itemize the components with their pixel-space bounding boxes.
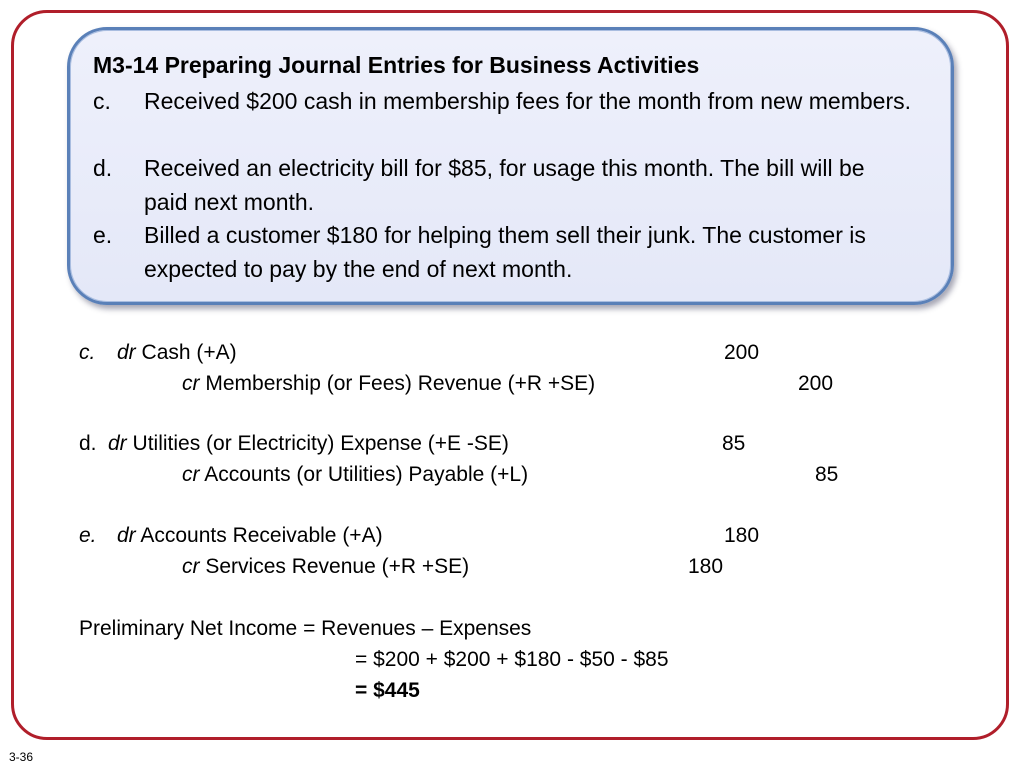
debit-account: Cash (+A) [141, 341, 237, 364]
entry-e-credit: cr Services Revenue (+R +SE) [182, 555, 469, 579]
debit-account: Accounts Receivable (+A) [140, 524, 383, 547]
net-income-result: = $445 [355, 679, 420, 702]
credit-account: Membership (or Fees) Revenue (+R +SE) [205, 372, 596, 395]
debit-prefix: dr [117, 524, 136, 547]
credit-prefix: cr [182, 555, 200, 578]
entry-d-label: d. [79, 432, 97, 455]
problem-item-text: Received an electricity bill for $85, fo… [144, 155, 865, 215]
problem-item-text: Received $200 cash in membership fees fo… [144, 88, 912, 114]
entry-d-debit: dr Utilities (or Electricity) Expense (+… [108, 432, 509, 456]
credit-account: Accounts (or Utilities) Payable (+L) [204, 463, 529, 486]
entry-d-credit-amount: 85 [815, 463, 839, 486]
debit-account: Utilities (or Electricity) Expense (+E -… [132, 432, 509, 455]
entry-e-debit-amount: 180 [724, 524, 760, 547]
entry-c-label: c. [79, 341, 96, 364]
problem-item-letter: e. [93, 222, 113, 248]
entry-c-credit: cr Membership (or Fees) Revenue (+R +SE) [182, 372, 595, 396]
credit-account: Services Revenue (+R +SE) [205, 555, 470, 578]
entry-c-credit-amount: 200 [798, 372, 834, 395]
problem-item-letter: c. [93, 88, 111, 114]
debit-prefix: dr [108, 432, 127, 455]
problem-box [67, 27, 954, 305]
debit-prefix: dr [117, 341, 136, 364]
entry-c-debit: dr Cash (+A) [117, 341, 237, 365]
entry-e-debit: dr Accounts Receivable (+A) [117, 524, 383, 548]
slide-number: 3-36 [9, 750, 34, 764]
problem-title: M3-14 Preparing Journal Entries for Busi… [93, 52, 700, 78]
entry-e-label: e. [79, 524, 97, 547]
credit-prefix: cr [182, 372, 200, 395]
net-income-formula: Preliminary Net Income = Revenues – Expe… [79, 617, 532, 640]
problem-item-text: Billed a customer $180 for helping them … [144, 222, 866, 282]
entry-d-credit: cr Accounts (or Utilities) Payable (+L) [182, 463, 528, 487]
net-income-calculation: = $200 + $200 + $180 - $50 - $85 [355, 648, 669, 671]
credit-prefix: cr [182, 463, 200, 486]
entry-d-debit-amount: 85 [722, 432, 746, 455]
entry-e-credit-amount: 180 [688, 555, 724, 578]
problem-item-letter: d. [93, 155, 113, 181]
entry-c-debit-amount: 200 [724, 341, 760, 364]
